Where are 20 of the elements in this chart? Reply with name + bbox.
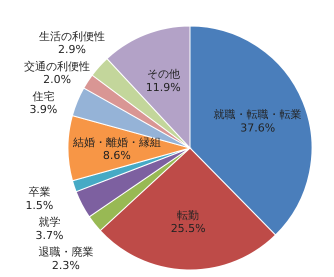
slice-label: 退職・廃業 bbox=[38, 246, 94, 259]
data-label: 1.5% bbox=[25, 198, 54, 212]
data-label: 3.9% bbox=[29, 103, 58, 116]
slice-label: 結婚・離婚・縁組 bbox=[72, 136, 161, 149]
data-label: 25.5% bbox=[170, 222, 206, 236]
slice-label: 交通の利便性 bbox=[24, 60, 90, 73]
data-label: 8.6% bbox=[102, 149, 131, 162]
slice-label: 卒業 bbox=[28, 186, 50, 199]
data-label: 11.9% bbox=[146, 80, 181, 94]
data-label: 2.0% bbox=[43, 73, 72, 86]
data-label: 2.9% bbox=[58, 43, 86, 56]
slice-label: 転勤 bbox=[177, 208, 200, 222]
data-label: 37.6% bbox=[240, 121, 276, 134]
slice-label: その他 bbox=[146, 68, 180, 81]
slice-label: 住宅 bbox=[32, 90, 54, 103]
slice-label: 就職・転職・転業 bbox=[214, 108, 302, 122]
slice-label: 就学 bbox=[38, 216, 61, 229]
data-label: 2.3% bbox=[52, 258, 80, 272]
slice-label: 生活の利便性 bbox=[38, 30, 105, 43]
data-label: 3.7% bbox=[36, 228, 64, 242]
